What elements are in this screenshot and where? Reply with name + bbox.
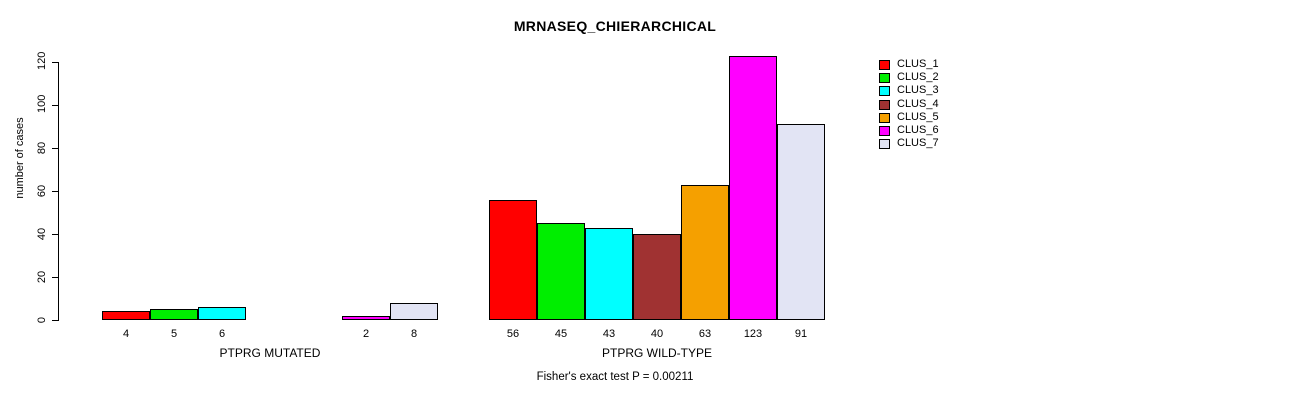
y-axis-tick [52, 277, 58, 278]
y-axis-tick [52, 62, 58, 63]
x-axis-group-label: PTPRG WILD-TYPE [601, 346, 712, 360]
x-axis-group-label: PTPRG MUTATED [219, 346, 321, 360]
bar-value-label: 56 [506, 328, 520, 340]
y-axis-tick [52, 191, 58, 192]
bar-value-label: 6 [218, 328, 226, 340]
bar [342, 315, 390, 320]
bar-value-label: 63 [698, 328, 712, 340]
legend-swatch [879, 86, 890, 97]
y-axis-tick [52, 320, 58, 321]
legend-swatch [879, 60, 890, 70]
legend-label: CLUS_7 [897, 137, 939, 150]
legend-swatch [879, 139, 890, 150]
legend-swatch [879, 112, 890, 123]
bar-value-label: 40 [650, 328, 664, 340]
y-axis-tick [52, 234, 58, 235]
bar [633, 234, 681, 320]
bar-value-label: 5 [170, 328, 178, 340]
bar [390, 302, 438, 320]
bar-value-label: 4 [122, 328, 130, 340]
bar [102, 311, 150, 320]
legend-swatch [879, 73, 890, 84]
y-axis-tick [52, 105, 58, 106]
legend-label: CLUS_4 [897, 97, 939, 110]
legend-label: CLUS_1 [897, 58, 939, 70]
bar [729, 55, 777, 320]
bar-value-label: 123 [743, 328, 763, 340]
page-title: MRNASEQ_CHIERARCHICAL [513, 18, 717, 34]
y-axis-line [58, 62, 59, 321]
bar-value-label: 91 [794, 328, 808, 340]
bar [150, 309, 198, 320]
legend-label: CLUS_2 [897, 71, 939, 84]
bar-value-label: 45 [554, 328, 568, 340]
bar [198, 307, 246, 320]
legend-label: CLUS_5 [897, 110, 939, 123]
bar-value-label: 43 [602, 328, 616, 340]
bar [681, 184, 729, 320]
legend-label: CLUS_6 [897, 123, 939, 136]
bar [777, 124, 825, 320]
legend-label: CLUS_3 [897, 84, 939, 97]
legend-swatch [879, 125, 890, 136]
y-axis-tick [52, 148, 58, 149]
statistical-annotation: Fisher's exact test P = 0.00211 [536, 371, 694, 383]
bar [585, 227, 633, 320]
bar [489, 199, 537, 320]
bar-value-label: 8 [410, 328, 418, 340]
bar [537, 223, 585, 320]
bar-value-label: 2 [362, 328, 370, 340]
legend-swatch [879, 99, 890, 110]
